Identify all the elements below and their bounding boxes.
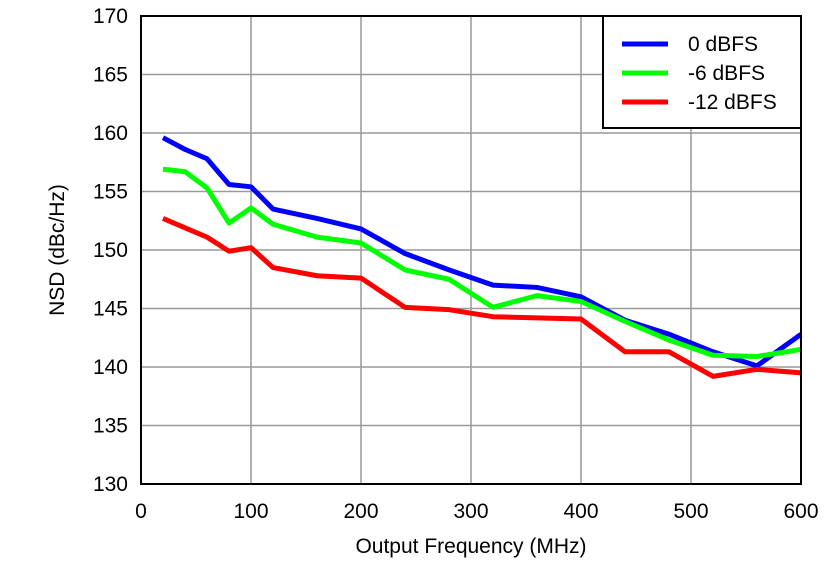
legend-label: 0 dBFS [688, 33, 758, 56]
series-line-0-dBFS [161, 135, 803, 369]
plot-frame [140, 15, 802, 485]
y-tick-label: 160 [93, 122, 128, 145]
y-tick-label: 130 [93, 473, 128, 496]
x-tick-label: 300 [453, 500, 488, 523]
y-tick-label: 145 [93, 298, 128, 321]
x-tick-label: 400 [563, 500, 598, 523]
y-tick-label: 170 [93, 5, 128, 28]
y-tick-label: 140 [93, 356, 128, 379]
y-tick-label: 155 [93, 181, 128, 204]
series-line--6-dBFS [162, 166, 802, 359]
y-tick-label: 135 [93, 415, 128, 438]
legend: 0 dBFS -6 dBFS -12 dBFS [602, 15, 802, 129]
y-tick-label: 150 [93, 239, 128, 262]
x-tick-label: 0 [135, 500, 147, 523]
x-tick-label: 200 [343, 500, 378, 523]
x-tick-label: 100 [233, 500, 268, 523]
series-lines [161, 135, 803, 379]
series-line--12-dBFS [162, 216, 802, 379]
legend-label: -12 dBFS [688, 91, 777, 114]
y-axis-label: NSD (dBc/Hz) [46, 184, 69, 316]
x-axis-label: Output Frequency (MHz) [355, 535, 586, 558]
tick-labels: 0 100 200 300 400 500 600 130 135 140 145 150 155 160… [93, 5, 819, 523]
x-tick-label: 500 [673, 500, 708, 523]
x-tick-label: 600 [783, 500, 818, 523]
legend-label: -6 dBFS [688, 62, 765, 85]
y-tick-label: 165 [93, 64, 128, 87]
